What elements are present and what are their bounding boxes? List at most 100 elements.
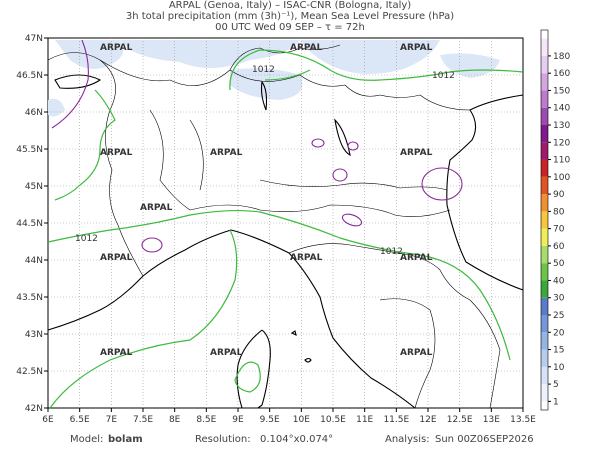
lon-label: 10E (293, 415, 310, 425)
colorbar-swatch (541, 297, 548, 315)
colorbar-label: 150 (553, 86, 570, 96)
colorbar-label: 90 (553, 190, 565, 200)
lon-label: 6.5E (70, 415, 90, 425)
colorbar-swatch (541, 159, 548, 177)
footer-value: bolam (108, 434, 143, 445)
lon-label: 11E (356, 415, 373, 425)
colorbar-frame (540, 29, 549, 411)
colorbar-label: 40 (553, 276, 565, 286)
colorbar-label: 1 (553, 397, 559, 407)
lat-label: 42.5N (16, 367, 43, 377)
colorbar-label: 25 (553, 311, 564, 321)
watermark: ARPAL (100, 253, 133, 263)
lat-label: 45N (25, 182, 43, 192)
isobar-label: 1012 (432, 71, 455, 81)
colorbar-swatch (541, 73, 548, 91)
watermark: ARPAL (290, 43, 323, 53)
colorbar-label: 70 (553, 225, 565, 235)
lon-label: 8E (169, 415, 181, 425)
lon-label: 6E (42, 415, 54, 425)
lon-label: 9.5E (260, 415, 280, 425)
colorbar-swatch (541, 280, 548, 298)
colorbar-label: 110 (553, 156, 570, 166)
watermark: ARPAL (400, 348, 433, 358)
footer-value: Sun 00Z06SEP2026 (435, 434, 534, 445)
isobar-label: 1012 (75, 234, 98, 244)
colorbar-swatch (541, 142, 548, 160)
watermark: ARPAL (400, 43, 433, 53)
watermark: ARPAL (100, 148, 133, 158)
watermark: ARPAL (100, 43, 133, 53)
colorbar-swatch (541, 38, 548, 56)
lon-label: 7.5E (133, 415, 153, 425)
watermark: ARPAL (100, 348, 133, 358)
colorbar-label: 100 (553, 173, 570, 183)
lon-label: 7E (106, 415, 118, 425)
isobars (47, 49, 524, 409)
lon-label: 13.5E (510, 415, 536, 425)
colorbar-swatch (541, 194, 548, 212)
colorbar-label: 160 (553, 69, 570, 79)
footer-label: Resolution: (195, 434, 251, 445)
lat-label: 46.5N (16, 71, 43, 81)
lat-label: 46N (25, 108, 43, 118)
lon-label: 12.5E (447, 415, 473, 425)
watermark: ARPAL (210, 148, 243, 158)
lat-label: 47N (25, 34, 43, 44)
colorbar-swatch (541, 332, 548, 350)
header-line: 00 UTC Wed 09 SEP – τ = 72h (215, 22, 365, 33)
colorbar-swatch (541, 384, 548, 402)
colorbar-swatch (541, 176, 548, 195)
watermarks: ARPAL ARPAL ARPAL ARPAL ARPAL ARPAL ARPAL ARPAL… (100, 43, 433, 358)
colorbar-label: 5 (553, 380, 559, 390)
colorbar-swatch (541, 211, 548, 229)
lat-label: 43N (25, 330, 43, 340)
grid (48, 38, 523, 408)
colorbar-label: 60 (553, 242, 565, 252)
lon-label: 10.5E (320, 415, 346, 425)
footer-value: 0.104°x0.074° (260, 434, 333, 445)
colorbar-swatch (541, 107, 548, 125)
colorbar-swatch (541, 263, 548, 281)
footer-label: Model: (70, 434, 103, 445)
colorbar-swatch (541, 125, 548, 143)
watermark: ARPAL (140, 203, 173, 213)
colorbar-label: 140 (553, 104, 570, 114)
colorbar-swatch (541, 90, 548, 108)
lat-label: 43.5N (16, 293, 43, 303)
lon-label: 11.5E (383, 415, 409, 425)
lat-label: 42N (25, 404, 43, 414)
colorbar-swatch (541, 228, 548, 246)
colorbar-label: 15 (553, 346, 564, 356)
watermark: ARPAL (400, 253, 433, 263)
header-line: 3h total precipitation (mm (3h)⁻¹), Mean… (126, 11, 454, 22)
colorbar-label: 80 (553, 207, 565, 217)
colorbar-swatch (541, 366, 548, 385)
colorbar-swatch (541, 55, 548, 74)
lon-label: 8.5E (196, 415, 216, 425)
colorbar-label: 180 (553, 52, 570, 62)
colorbar-label: 50 (553, 259, 565, 269)
colorbar-label: 30 (553, 294, 565, 304)
header-line: ARPAL (Genoa, Italy) – ISAC-CNR (Bologna… (169, 0, 411, 11)
colorbar-swatch (541, 315, 548, 333)
lon-label: 9E (232, 415, 244, 425)
colorbar-swatch (541, 349, 548, 367)
axes: 6E 6.5E 7E 7.5E 8E 8.5E 9E 9.5E 10E 10.5E 11E 11.5E… (16, 34, 536, 425)
isobar-labels: 1012 1012 1012 1012 (75, 65, 455, 257)
lon-label: 13E (483, 415, 500, 425)
watermark: ARPAL (290, 253, 323, 263)
colorbar-label: 20 (553, 328, 565, 338)
lon-label: 12E (419, 415, 436, 425)
isobar-label: 1012 (380, 247, 403, 257)
colorbar-label: 130 (553, 121, 570, 131)
colorbar: 1510152025304050607080901001101201301401… (540, 29, 570, 411)
colorbar-swatch (541, 245, 548, 264)
watermark: ARPAL (210, 348, 243, 358)
footer-label: Analysis: (385, 434, 430, 445)
watermark: ARPAL (400, 148, 433, 158)
lat-label: 44.5N (16, 219, 43, 229)
colorbar-label: 10 (553, 363, 565, 373)
